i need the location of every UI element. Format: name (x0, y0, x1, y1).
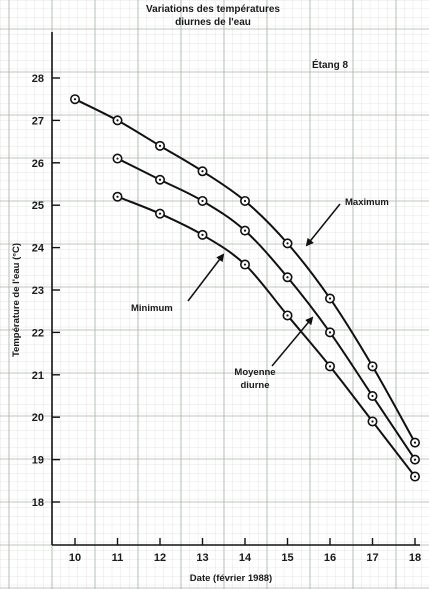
series-line (74, 98, 416, 444)
x-tick-label: 15 (281, 552, 293, 564)
series-minimum (112, 191, 420, 482)
y-tick-label: 24 (32, 243, 45, 255)
data-point-center (116, 119, 119, 122)
series-maximum (70, 94, 420, 448)
x-tick-label: 10 (69, 552, 81, 564)
data-point-center (413, 475, 417, 478)
y-tick-label: 23 (32, 285, 44, 297)
chart-title-line-2: diurnes de l'eau (175, 17, 251, 28)
y-ticks: 18 19 20 21 22 23 24 25 26 27 28 (32, 73, 60, 509)
x-tick-label: 18 (409, 552, 421, 564)
data-point-center (201, 199, 204, 203)
y-tick-label: 28 (32, 73, 44, 85)
y-tick-label: 22 (32, 327, 44, 339)
data-point-center (328, 297, 332, 300)
data-point-center (158, 212, 162, 215)
data-point-center (371, 420, 374, 423)
x-tick-label: 11 (112, 552, 124, 564)
data-point-center (158, 178, 162, 181)
annotation-maximum: Maximum (345, 197, 389, 208)
data-point-center (116, 195, 119, 198)
data-point-center (73, 98, 77, 101)
series-moyenne-diurne (112, 153, 420, 465)
arrow-minimum (187, 253, 225, 302)
data-point-center (243, 229, 247, 232)
y-tick-label: 19 (32, 455, 44, 467)
data-point-center (286, 314, 289, 317)
data-point-center (286, 242, 289, 245)
x-tick-label: 16 (324, 552, 336, 564)
data-point-center (413, 458, 417, 461)
chart-title-line-1: Variations des températures (146, 4, 280, 15)
data-point-center (243, 199, 247, 203)
data-point-center (328, 331, 332, 334)
annotation-moyenne-line-2: diurne (240, 380, 269, 391)
y-tick-label: 25 (32, 200, 44, 212)
data-point-center (201, 233, 204, 236)
y-tick-label: 18 (32, 497, 44, 509)
y-tick-label: 21 (32, 370, 44, 382)
data-point-center (116, 157, 119, 160)
chart-subtitle: Étang 8 (312, 58, 349, 71)
arrow-maximum (305, 203, 341, 247)
x-tick-label: 14 (239, 552, 252, 564)
data-point-center (413, 441, 417, 444)
annotation-moyenne-line-1: Moyenne (234, 367, 275, 378)
x-tick-label: 13 (196, 552, 208, 564)
x-tick-label: 17 (366, 552, 378, 564)
data-point-center (371, 394, 374, 398)
y-tick-label: 26 (32, 158, 44, 170)
x-tick-label: 12 (154, 552, 166, 564)
x-axis-label: Date (février 1988) (190, 573, 272, 584)
data-point-center (328, 365, 332, 368)
data-point-center (371, 365, 374, 368)
data-point-center (158, 144, 162, 147)
y-tick-label: 20 (32, 412, 44, 424)
series-group (70, 94, 420, 482)
arrow-moyenne (271, 316, 314, 367)
y-tick-label: 27 (32, 115, 44, 127)
data-point-center (243, 263, 247, 266)
annotation-minimum: Minimum (131, 303, 173, 314)
data-point-center (286, 276, 289, 279)
x-ticks: 10 11 12 13 14 15 16 17 18 (69, 538, 421, 564)
data-point-center (201, 170, 204, 173)
y-axis-label: Température de l'eau (°C) (11, 243, 22, 357)
